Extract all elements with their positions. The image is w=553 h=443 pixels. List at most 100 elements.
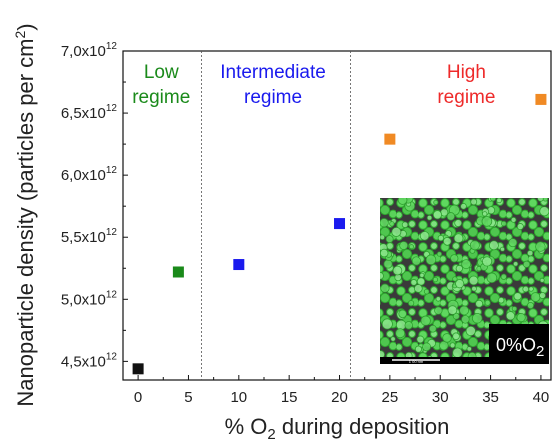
inset-particle	[486, 272, 498, 284]
inset-particle	[446, 212, 456, 221]
inset-particle	[522, 285, 530, 293]
x-tick-label: 0	[134, 389, 142, 406]
inset-particle	[455, 264, 463, 273]
inset-particle	[501, 220, 507, 227]
x-tick-label: 35	[482, 389, 499, 406]
inset-particle	[496, 198, 502, 204]
inset-particle	[526, 249, 534, 257]
inset-particle	[423, 288, 430, 295]
inset-particle	[407, 300, 415, 307]
inset-scale-strip	[380, 357, 549, 364]
inset-particle	[535, 241, 546, 252]
data-point	[132, 363, 144, 375]
inset-particle	[426, 215, 433, 221]
x-tick-label: 15	[281, 389, 298, 406]
inset-micrograph: 1 00 nm 0%O2	[380, 198, 549, 364]
data-points	[132, 93, 547, 375]
inset-particle	[468, 275, 479, 286]
x-tick-label: 40	[533, 389, 550, 406]
inset-particle	[383, 259, 393, 269]
inset-particle	[390, 336, 396, 342]
inset-particle	[450, 254, 459, 263]
regime-label-line2: regime	[132, 87, 190, 108]
inset-particle	[425, 254, 437, 266]
data-point	[535, 93, 547, 105]
data-point	[334, 218, 346, 230]
inset-particle	[452, 347, 463, 358]
inset-particle	[419, 272, 425, 278]
inset-particle	[488, 240, 499, 251]
inset-particle	[482, 211, 488, 217]
inset-particle	[453, 233, 464, 244]
inset-particle	[512, 261, 519, 267]
inset-particle	[452, 276, 458, 282]
inset-particle	[500, 273, 507, 280]
inset-particle	[510, 216, 517, 223]
inset-particle	[466, 346, 472, 352]
inset-scale-text: 1 00 nm	[409, 359, 424, 364]
inset-particle	[435, 296, 442, 302]
inset-particle	[530, 292, 541, 303]
inset-particle	[414, 345, 422, 353]
inset-particle	[542, 198, 549, 202]
inset-particle	[391, 227, 402, 237]
inset-particle	[398, 309, 407, 319]
inset-particle	[539, 277, 545, 283]
inset-particle	[410, 279, 418, 286]
inset-particle	[432, 277, 439, 283]
inset-label: 0%O2	[496, 335, 544, 360]
inset-particle	[471, 285, 477, 292]
inset-particle	[490, 198, 497, 202]
x-tick-label: 10	[230, 389, 247, 406]
x-axis-ticks: 0 5 10 15 20 25 30 35 40	[134, 375, 549, 406]
inset-particle	[434, 306, 443, 315]
inset-particle	[505, 311, 516, 321]
inset-particle	[481, 216, 493, 227]
inset-particle	[484, 299, 491, 306]
inset-particle	[511, 306, 518, 312]
x-tick-label: 30	[432, 389, 449, 406]
y-axis-ticks: 4,5x1012 5,0x1012 5,5x1012 6,0x1012 6,5x1012…	[61, 41, 128, 370]
data-point	[172, 266, 184, 278]
inset-particle	[513, 292, 522, 301]
inset-particle	[447, 305, 458, 315]
inset-particle	[539, 206, 549, 217]
inset-particle	[452, 312, 460, 320]
inset-particle	[461, 259, 472, 270]
inset-particle	[380, 283, 390, 293]
y-tick-label: 6,5x1012	[61, 103, 118, 122]
inset-particle	[475, 299, 484, 308]
inset-particle	[436, 251, 443, 257]
inset-particle	[381, 318, 393, 330]
inset-particle	[459, 305, 470, 316]
inset-particle	[497, 297, 505, 304]
inset-particle	[455, 279, 465, 289]
inset-particle	[539, 292, 546, 299]
inset-particle	[392, 265, 403, 276]
regime-label-line1: Intermediate	[220, 62, 326, 83]
inset-particle	[442, 237, 452, 246]
inset-particle	[454, 219, 463, 227]
regime-label-line2: regime	[437, 87, 495, 108]
inset-particle	[404, 321, 413, 330]
inset-particle	[528, 286, 534, 292]
plot-frame	[122, 50, 552, 381]
data-point	[233, 259, 245, 271]
inset-particle	[469, 240, 480, 251]
x-tick-label: 25	[382, 389, 399, 406]
inset-particle	[449, 342, 456, 349]
inset-particle	[397, 198, 408, 205]
inset-particle	[385, 235, 394, 244]
inset-particle	[428, 324, 437, 333]
inset-particle	[422, 342, 432, 352]
regime-label-line2: regime	[244, 87, 302, 108]
inset-particle	[437, 234, 445, 242]
inset-particle	[433, 199, 439, 205]
regime-labels: Low regime Intermediate regime High regime	[132, 62, 495, 108]
inset-particle	[470, 198, 478, 206]
inset-particle	[500, 246, 505, 252]
inset-particle	[461, 315, 470, 324]
regime-label-line1: High	[447, 62, 486, 83]
inset-particle	[432, 210, 443, 220]
inset-particle	[416, 335, 425, 344]
